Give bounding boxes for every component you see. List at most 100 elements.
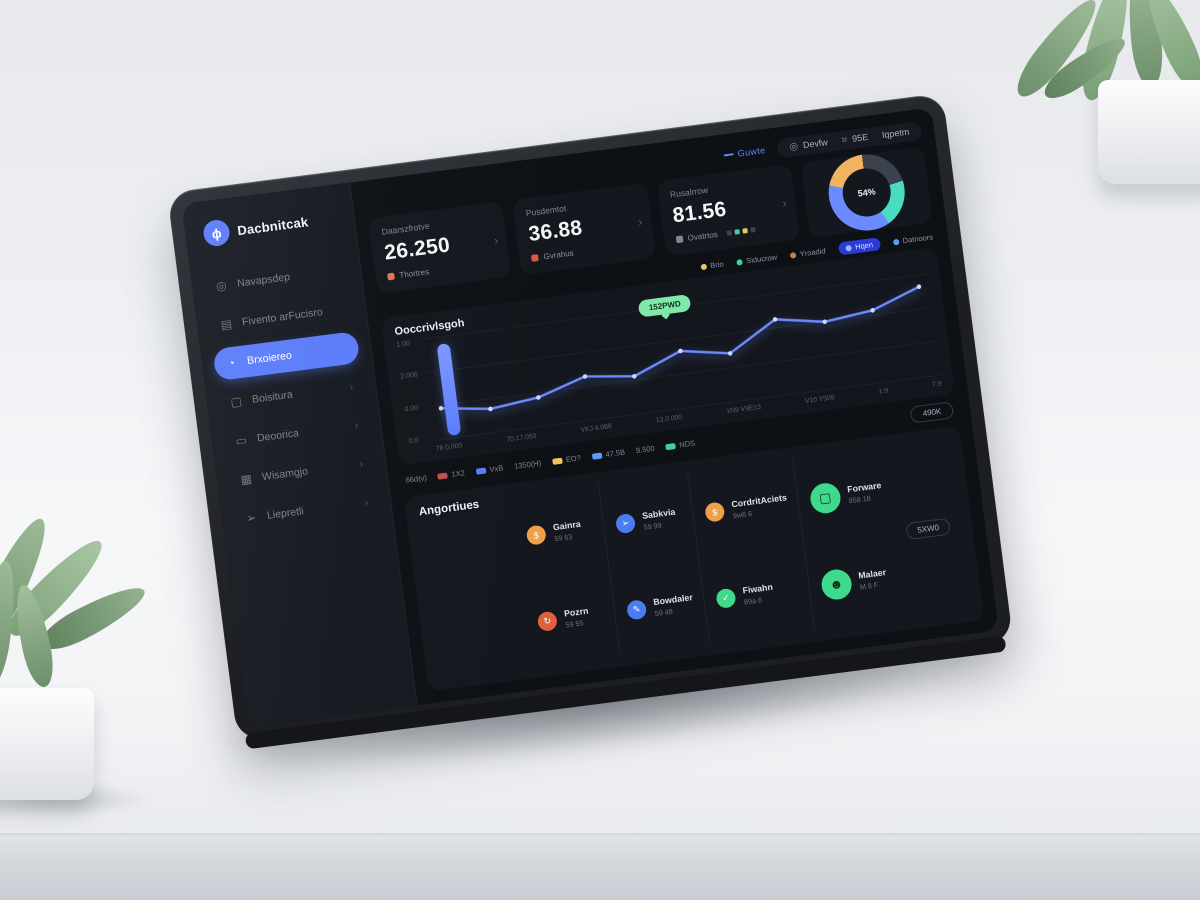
chip-icon [665, 442, 676, 450]
y-tick: 1.00 [395, 340, 411, 349]
activity-item-0[interactable]: $ Gainra 59 63 [525, 517, 595, 546]
range-button[interactable]: 490K [909, 401, 955, 424]
chip-icon [591, 452, 602, 460]
badge-2[interactable]: VxB [475, 463, 504, 475]
status-square-icon [531, 254, 540, 262]
activity-item-3[interactable]: ✎ Bowdaler 59 48 [626, 592, 695, 621]
sidebar-item-label: Fivento arFucisro [241, 306, 324, 329]
donut-center-label: 54% [839, 165, 894, 220]
profile-button[interactable]: ◎ Devfw [788, 137, 829, 153]
badge-5[interactable]: 47.5B [591, 448, 626, 461]
dollar-icon: $ [704, 501, 726, 523]
chevron-right-icon[interactable]: › [781, 195, 788, 211]
activity-button-col: 5XW0 [886, 438, 970, 619]
legend-item-4[interactable]: Datnoors [892, 232, 933, 246]
desk-front [0, 838, 1200, 900]
badge-label: NDS [678, 438, 696, 450]
chevron-right-icon: › [353, 419, 360, 432]
briefcase-icon: ▢ [229, 394, 243, 410]
legend-dot-icon [736, 258, 743, 266]
chevron-right-icon: › [363, 496, 370, 510]
activity-col-1: $ Gainra 59 63 ↻ Pozrn 59 55 [521, 485, 610, 666]
topbar-link-label: Guwte [737, 145, 767, 159]
legend-label: Siducrow [745, 252, 778, 266]
dash-icon [723, 153, 734, 157]
chip-icon [437, 471, 449, 480]
user-icon: ◎ [788, 140, 799, 153]
grid-icon: ⌗ [840, 134, 848, 146]
y-tick: 0.00 [404, 404, 419, 414]
badge-4[interactable]: EO? [551, 453, 581, 466]
activity-col-2: ➢ Sabkvia 59 99 ✎ Bowdaler 59 48 [597, 473, 700, 656]
badge-label: EO? [565, 453, 582, 465]
badge-3[interactable]: 1350(H) [514, 458, 542, 470]
badge-label: 9.500 [635, 443, 656, 456]
sidebar-nav: ◎ Navapsdep ▤ Fivento arFucisro ◔ Brxoie… [202, 254, 380, 536]
stat-sub-label: Ovatrtos [687, 229, 719, 243]
legend-dot-icon [700, 263, 707, 270]
activity-item-2[interactable]: ➢ Sabkvia 59 99 [614, 506, 684, 535]
badge-1[interactable]: 1X2 [437, 468, 465, 480]
x-tick: VKJ 4.089 [580, 423, 613, 435]
donut-chart: 54% [824, 149, 910, 236]
activity-sub: 858 18 [848, 493, 872, 506]
badge-7[interactable]: NDS [665, 439, 696, 452]
chevron-right-icon: › [348, 380, 355, 394]
settings-button[interactable]: ⌗ 95E [840, 131, 869, 146]
activity-sub: 89a 6 [743, 595, 763, 607]
featured-item-1[interactable]: ☻ Malaer M 8 F [819, 562, 895, 601]
legend-dot-icon [844, 244, 852, 252]
chip-icon [551, 457, 563, 465]
app-title: Dacbnitcak [236, 213, 310, 238]
activity-col-3: $ CordritAciets 9w6 6 ✓ Fiwahn 89a 6 [686, 459, 805, 645]
line-chart-card: Ooccrivlsgoh 1.00 2.006 0.00 0.0 152PWD [380, 247, 956, 466]
legend-item-1[interactable]: Siducrow [736, 253, 778, 267]
sidebar-item-label: Brxoiereo [246, 349, 293, 368]
stat-card-1[interactable]: Pusdemtot 36.88 Gvrahus › [512, 182, 656, 276]
more-button[interactable]: Iqpetm [881, 127, 910, 140]
dashboard-app: ϕ Dacbnitcak ◎ Navapsdep ▤ Fivento arFuc… [181, 107, 999, 727]
badge-0[interactable]: 66d(v) [405, 473, 427, 485]
activity-item-4[interactable]: $ CordritAciets 9w6 6 [704, 492, 789, 523]
more-button-label: Iqpetm [881, 126, 910, 141]
check-icon: ✓ [715, 587, 737, 609]
topbar-link[interactable]: Guwte [723, 145, 766, 160]
activity-sub: 59 99 [643, 520, 663, 532]
stat-sub-label: Thortres [398, 267, 430, 280]
legend-dot-icon [892, 238, 900, 246]
dashboard-icon: ◎ [215, 278, 228, 294]
status-square-icon [675, 235, 684, 244]
legend-label: Hqen [854, 240, 874, 252]
legend-label: Yroadid [799, 246, 826, 259]
x-tick: V10 Y509 [804, 394, 836, 406]
chevron-right-icon[interactable]: › [493, 233, 499, 248]
activity-item-1[interactable]: ↻ Pozrn 59 55 [536, 604, 606, 633]
status-square-icon [387, 272, 395, 281]
stat-card-2[interactable]: Rusalrrow 81.56 Ovatrtos › [656, 164, 801, 257]
desk-edge [0, 833, 1200, 839]
activity-item-5[interactable]: ✓ Fiwahn 89a 6 [715, 579, 800, 610]
chevron-right-icon[interactable]: › [637, 214, 644, 229]
activity-sub: 59 55 [564, 618, 584, 630]
featured-item-0[interactable]: ▢ Forware 858 18 [808, 476, 883, 515]
dollar-icon: $ [525, 524, 547, 546]
legend-item-3-selected[interactable]: Hqen [837, 237, 881, 256]
view-all-button[interactable]: 5XW0 [905, 517, 951, 540]
badge-6[interactable]: 9.500 [635, 444, 655, 455]
line-chart: 1.00 2.006 0.00 0.0 152PWD [396, 273, 941, 445]
refresh-icon: ↻ [536, 610, 559, 632]
send-icon: ➢ [614, 512, 637, 535]
plant-pot [0, 688, 94, 800]
legend-item-0[interactable]: Brio [700, 259, 724, 271]
line-series [438, 284, 922, 412]
stat-card-0[interactable]: Daarszfrotve 26.250 Thortres › [367, 201, 512, 294]
chip-icon [475, 467, 487, 475]
card-icon: ▭ [234, 432, 248, 449]
x-tick: 13.0 000 [655, 413, 683, 425]
x-tick: 70 17.050 [505, 432, 537, 444]
y-tick: 0.0 [408, 436, 419, 446]
wallet-icon: ▦ [239, 471, 253, 487]
badge-label: 1X2 [451, 468, 466, 479]
legend-item-2[interactable]: Yroadid [789, 246, 826, 260]
chevron-right-icon: › [358, 458, 365, 471]
